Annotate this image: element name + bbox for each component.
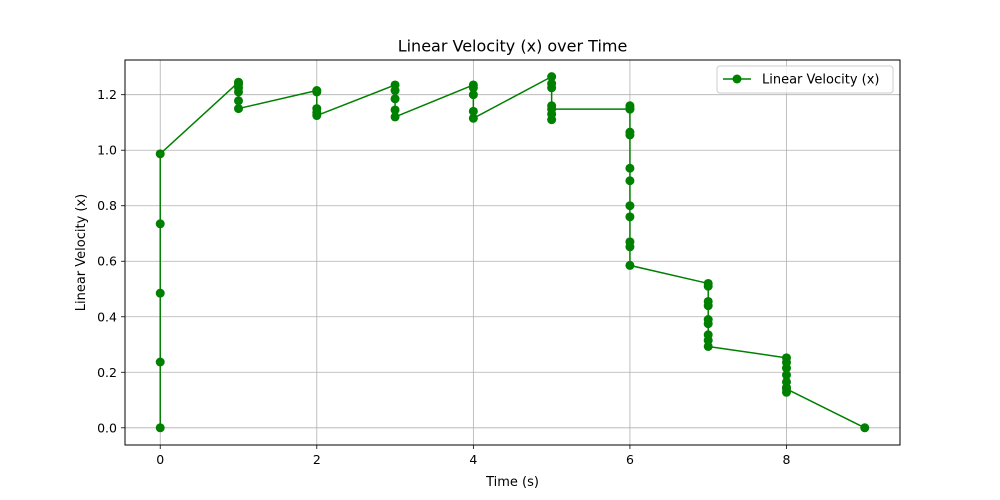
- y-tick-label: 0.0: [97, 420, 117, 435]
- legend: Linear Velocity (x): [716, 65, 894, 94]
- data-point-marker: [547, 83, 557, 93]
- x-tick-label: 2: [313, 452, 321, 467]
- legend-frame: [716, 65, 894, 94]
- data-point-marker: [155, 149, 165, 159]
- data-point-marker: [234, 104, 244, 114]
- chart-title: Linear Velocity (x) over Time: [398, 37, 628, 56]
- legend-label: Linear Velocity (x): [762, 73, 880, 88]
- plot-area-frame: [124, 59, 901, 446]
- series-line-linear-velocity: [155, 72, 870, 433]
- data-point-marker: [781, 363, 791, 373]
- data-point-marker: [625, 176, 635, 186]
- x-axis-ticks: 0 2 4 6 8: [156, 445, 791, 467]
- data-point-marker: [547, 115, 557, 125]
- x-tick-label: 4: [469, 452, 477, 467]
- data-point-marker: [468, 113, 478, 123]
- x-axis-label: Time (s): [485, 475, 539, 490]
- data-point-marker: [312, 87, 322, 97]
- data-point-marker: [468, 90, 478, 100]
- y-tick-label: 0.2: [97, 365, 117, 380]
- data-point-marker: [781, 384, 791, 394]
- data-point-marker: [625, 260, 635, 270]
- y-axis-ticks: 0.0 0.2 0.4 0.6 0.8 1.0 1.2: [97, 87, 125, 435]
- y-tick-label: 1.2: [97, 87, 117, 102]
- data-point-marker: [390, 112, 400, 122]
- data-point-marker: [390, 86, 400, 96]
- data-point-marker: [860, 423, 870, 433]
- data-point-marker: [468, 83, 478, 93]
- x-tick-label: 8: [783, 452, 791, 467]
- data-point-marker: [703, 341, 713, 351]
- data-point-marker: [547, 104, 557, 114]
- y-tick-label: 0.6: [97, 254, 117, 269]
- data-point-marker: [781, 370, 791, 380]
- grid-lines: [125, 60, 900, 445]
- data-point-marker: [312, 111, 322, 121]
- data-point-marker: [234, 96, 244, 106]
- data-point-marker: [468, 106, 478, 116]
- data-point-marker: [625, 201, 635, 211]
- data-point-marker: [625, 242, 635, 252]
- data-point-marker: [547, 72, 557, 82]
- data-point-marker: [390, 105, 400, 115]
- data-point-marker: [703, 301, 713, 311]
- x-tick-label: 6: [626, 452, 634, 467]
- data-point-marker: [625, 163, 635, 173]
- data-point-marker: [234, 87, 244, 97]
- data-point-marker: [703, 319, 713, 329]
- y-axis-label: Linear Velocity (x): [74, 194, 89, 312]
- data-point-marker: [390, 94, 400, 104]
- data-point-marker: [703, 281, 713, 291]
- data-point-marker: [625, 130, 635, 140]
- legend-marker-sample: [732, 74, 742, 84]
- y-tick-label: 1.0: [97, 143, 117, 158]
- data-point-marker: [625, 212, 635, 222]
- data-point-marker: [155, 357, 165, 367]
- data-point-marker: [155, 288, 165, 298]
- data-point-marker: [625, 104, 635, 114]
- series-line: [159, 75, 866, 429]
- y-tick-label: 0.8: [97, 198, 117, 213]
- y-tick-label: 0.4: [97, 309, 117, 324]
- data-point-marker: [155, 219, 165, 229]
- data-point-marker: [155, 423, 165, 433]
- x-tick-label: 0: [156, 452, 164, 467]
